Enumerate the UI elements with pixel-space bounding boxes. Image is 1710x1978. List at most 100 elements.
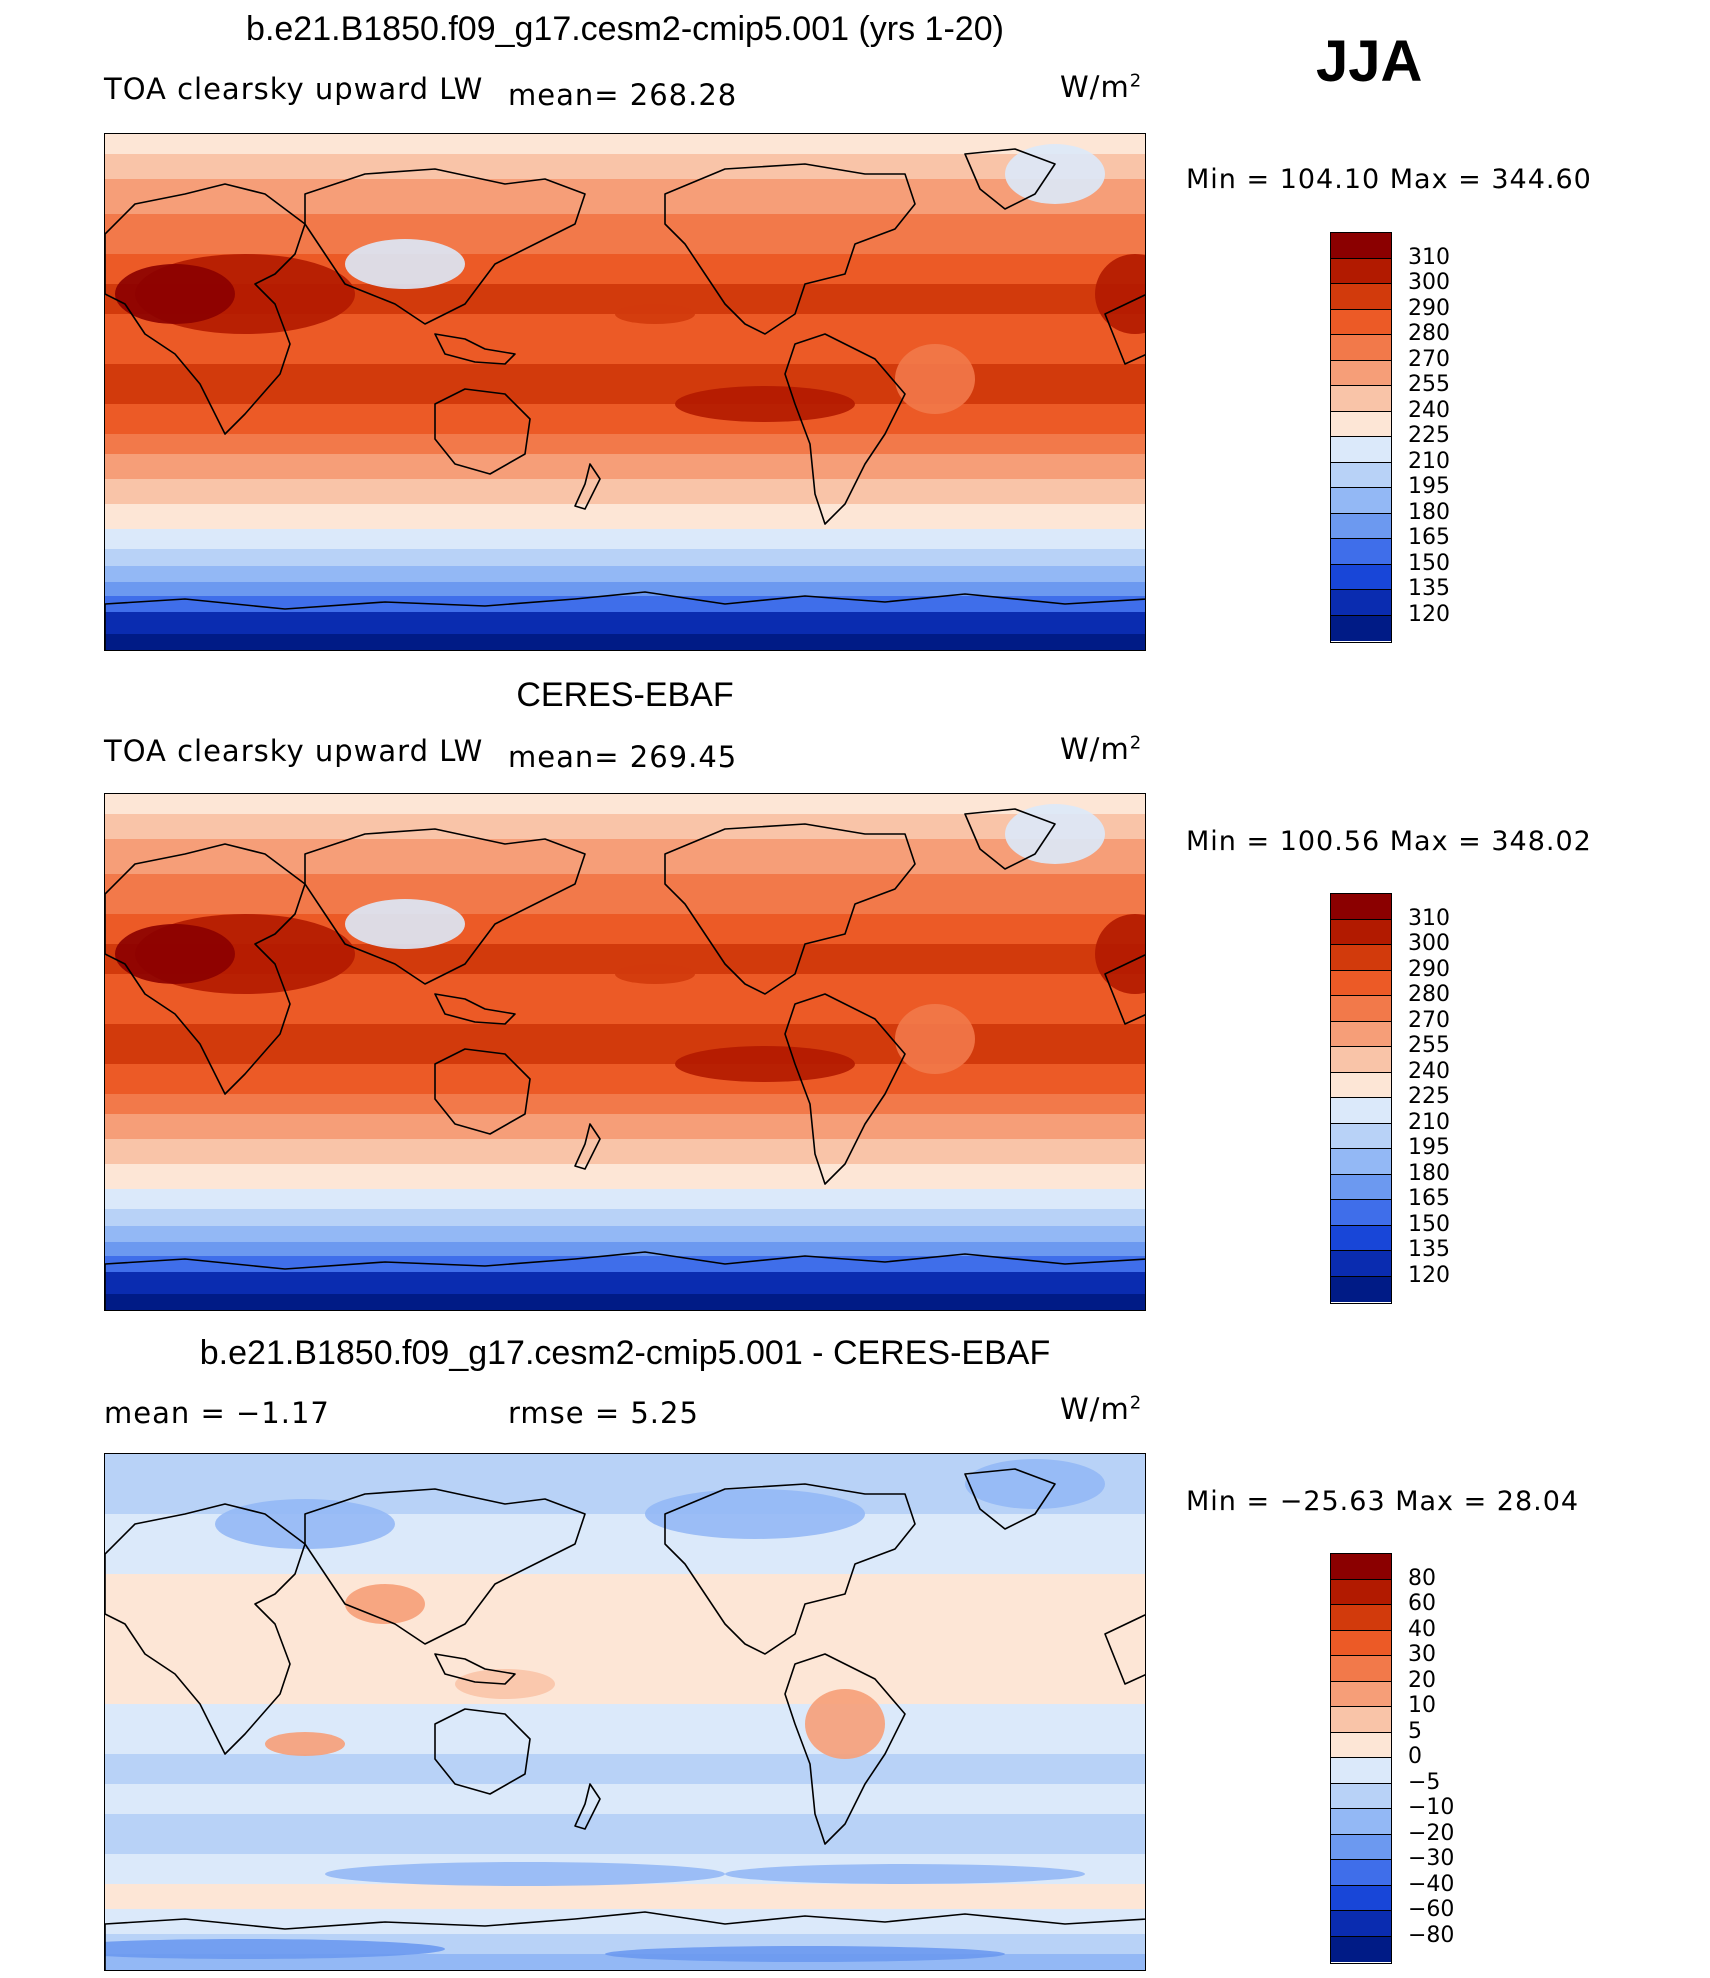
colorbar-segment	[1331, 1834, 1391, 1860]
colorbar-tick-label: 280	[1408, 982, 1450, 1007]
coastline-asia	[304, 828, 586, 985]
colorbar-segment	[1331, 894, 1391, 920]
colorbar-segment	[1331, 1681, 1391, 1707]
colorbar-tick-label: 120	[1408, 601, 1450, 627]
field-anomaly	[895, 344, 975, 414]
field-band	[105, 1189, 1145, 1210]
coastline-new-zealand	[574, 1783, 601, 1830]
coastline-antarctica	[105, 1911, 1145, 1970]
coastline-europe-africa	[105, 183, 306, 435]
colorbar-tick-label: −20	[1408, 1820, 1455, 1846]
colorbar-tick-label: 270	[1408, 1007, 1450, 1033]
field-band	[105, 566, 1145, 583]
panel2-colorbar	[1330, 893, 1392, 1304]
colorbar-tick-label: 290	[1408, 956, 1450, 982]
field-band	[105, 634, 1145, 650]
field-band	[105, 1242, 1145, 1257]
colorbar-segment	[1331, 1732, 1391, 1758]
colorbar-tick-label: 5	[1408, 1718, 1422, 1744]
field-band	[105, 1294, 1145, 1310]
coastline-greenland	[964, 808, 1056, 870]
coastline-greenland	[964, 1468, 1056, 1530]
colorbar-tick-label: 280	[1408, 321, 1450, 346]
field-band	[105, 1209, 1145, 1227]
colorbar-segment	[1331, 1047, 1391, 1073]
coastline-greenland	[964, 148, 1056, 210]
colorbar-segment	[1331, 1200, 1391, 1226]
panel1-title: b.e21.B1850.f09_g17.cesm2-cmip5.001 (yrs…	[246, 10, 1004, 48]
colorbar-tick-label: 300	[1408, 270, 1450, 295]
colorbar-segment	[1331, 970, 1391, 996]
colorbar-segment	[1331, 1860, 1391, 1886]
colorbar-segment	[1331, 1630, 1391, 1656]
coastline-new-zealand	[574, 463, 601, 510]
colorbar-segment	[1331, 1554, 1391, 1580]
colorbar-segment	[1331, 564, 1391, 590]
field-band	[105, 1139, 1145, 1165]
field-band	[105, 1064, 1145, 1095]
colorbar-tick-label: 30	[1408, 1642, 1436, 1667]
colorbar-segment	[1331, 1098, 1391, 1124]
colorbar-tick-label: 10	[1408, 1693, 1436, 1718]
colorbar-segment	[1331, 1656, 1391, 1682]
colorbar-tick-label: 150	[1408, 550, 1450, 576]
colorbar-tick-label: −80	[1408, 1922, 1455, 1948]
coastline-australia	[434, 1708, 531, 1795]
field-anomaly	[1095, 914, 1145, 994]
colorbar-segment	[1331, 513, 1391, 539]
colorbar-tick-label: 255	[1408, 1033, 1450, 1058]
field-band	[105, 549, 1145, 567]
colorbar-segment	[1331, 258, 1391, 284]
colorbar-segment	[1331, 1885, 1391, 1911]
field-anomaly	[615, 304, 695, 324]
field-band	[105, 404, 1145, 435]
panel1-minmax: Min = 104.10 Max = 344.60	[1186, 164, 1592, 195]
colorbar-segment	[1331, 1149, 1391, 1175]
field-band	[105, 364, 1145, 405]
colorbar-tick-label: 290	[1408, 295, 1450, 321]
colorbar-segment	[1331, 590, 1391, 616]
field-band	[105, 1272, 1145, 1295]
colorbar-segment	[1331, 1225, 1391, 1251]
field-band	[105, 874, 1145, 915]
coastline-north-america	[664, 1483, 916, 1655]
colorbar-tick-label: 240	[1408, 1058, 1450, 1084]
colorbar-tick-label: −60	[1408, 1897, 1455, 1922]
coastline-europe-africa	[105, 843, 306, 1095]
field-anomaly	[1005, 144, 1105, 204]
field-anomaly	[265, 1732, 345, 1756]
colorbar-tick-label: 80	[1408, 1565, 1436, 1591]
colorbar-tick-label: 210	[1408, 448, 1450, 474]
panel1-variable-label: TOA clearsky upward LW	[104, 72, 484, 106]
colorbar-segment	[1331, 1605, 1391, 1631]
field-band	[105, 529, 1145, 550]
coastline-australia	[434, 388, 531, 475]
panel3-minmax: Min = −25.63 Max = 28.04	[1186, 1486, 1580, 1517]
colorbar-segment	[1331, 1707, 1391, 1733]
colorbar-tick-label: 165	[1408, 1186, 1450, 1211]
field-band	[105, 1024, 1145, 1065]
colorbar-tick-label: −5	[1408, 1769, 1441, 1795]
colorbar-segment	[1331, 1758, 1391, 1784]
panel3-title: b.e21.B1850.f09_g17.cesm2-cmip5.001 - CE…	[199, 1334, 1051, 1372]
panel3-mean-label: mean = −1.17	[104, 1396, 330, 1430]
panel3-map	[104, 1453, 1146, 1971]
colorbar-segment	[1331, 437, 1391, 463]
colorbar-tick-label: 60	[1408, 1591, 1436, 1616]
colorbar-tick-label: 195	[1408, 1135, 1450, 1160]
panel3-colorbar	[1330, 1553, 1392, 1964]
field-band	[105, 1884, 1145, 1910]
colorbar-segment	[1331, 1276, 1391, 1302]
field-anomaly	[115, 264, 235, 324]
colorbar-segment	[1331, 1174, 1391, 1200]
panel2-title: CERES-EBAF	[516, 676, 734, 714]
colorbar-tick-label: 150	[1408, 1211, 1450, 1237]
colorbar-tick-label: 225	[1408, 423, 1450, 448]
colorbar-tick-label: 120	[1408, 1262, 1450, 1288]
colorbar-tick-label: 210	[1408, 1109, 1450, 1135]
field-anomaly	[105, 1939, 445, 1959]
panel2-minmax: Min = 100.56 Max = 348.02	[1186, 826, 1592, 857]
field-band	[105, 794, 1145, 815]
coastline-africa-east	[1104, 1614, 1145, 1685]
field-band	[105, 1574, 1145, 1705]
